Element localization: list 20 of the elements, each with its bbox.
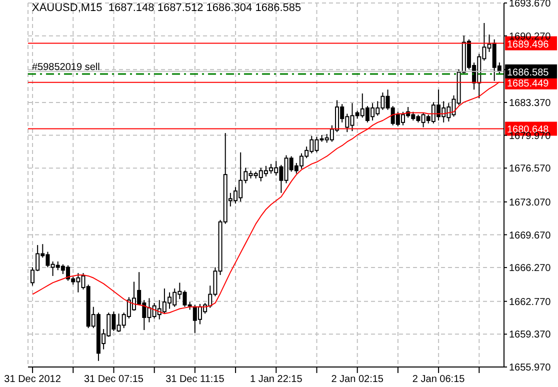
x-tick-label: 1 Jan 22:15 bbox=[250, 374, 303, 386]
y-tick-label: 1683.370 bbox=[509, 98, 552, 109]
y-tick-label: 1659.370 bbox=[509, 330, 552, 341]
y-tick-label: 1655.970 bbox=[509, 362, 552, 374]
y-tick-label: 1666.270 bbox=[509, 263, 552, 274]
chart-title: XAUUSD,M15 1687.148 1687.512 1686.304 1686.585 bbox=[32, 2, 302, 14]
x-tick-label: 2 Jan 02:15 bbox=[331, 374, 384, 386]
x-tick-label: 2 Jan 06:15 bbox=[412, 374, 466, 386]
x-tick-label: 31 Dec 2012 bbox=[4, 374, 62, 386]
ref-line-label: #59852019 sell bbox=[32, 62, 100, 73]
ref-line-label: 1686.585 bbox=[507, 67, 550, 78]
y-tick-label: 1676.570 bbox=[509, 164, 552, 175]
y-tick-label: 1673.070 bbox=[509, 197, 552, 208]
x-tick-label: 31 Dec 11:15 bbox=[166, 374, 225, 386]
ref-line-label: 1685.449 bbox=[507, 78, 550, 90]
ref-line-label: 1689.496 bbox=[507, 39, 550, 50]
y-tick-label: 1693.670 bbox=[509, 0, 552, 10]
y-tick-label: 1662.770 bbox=[509, 296, 552, 308]
x-tick-label: 31 Dec 07:15 bbox=[84, 374, 144, 386]
y-tick-label: 1669.670 bbox=[509, 230, 552, 242]
